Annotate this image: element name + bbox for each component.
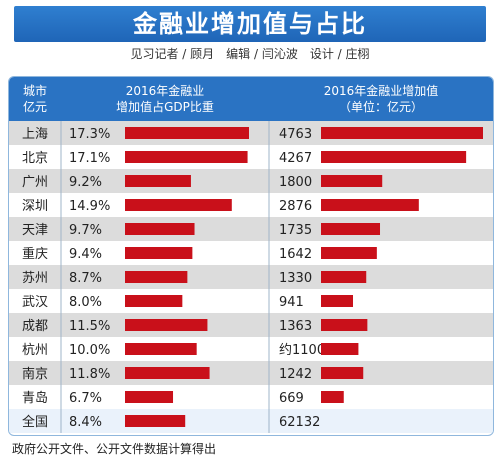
gdp-share-data-label: 9.2%	[69, 175, 102, 190]
bar-chart: 上海 17.3% 4763 北京 17.1% 4267 广州 9.2% 1800 深圳 14.9% 2…	[9, 121, 493, 433]
gdp-share-data-label: 8.4%	[69, 415, 102, 430]
value-added-data-label: 941	[279, 295, 304, 310]
gdp-share-data-label: 17.3%	[69, 127, 110, 142]
column-header-gdp-share: 2016年金融业 增加值占GDP比重	[61, 83, 269, 127]
value-added-data-label: 1330	[279, 271, 312, 286]
gdp-share-bar	[125, 391, 174, 403]
gdp-share-bar	[125, 127, 249, 139]
column-header-city: 城市 亿元	[9, 83, 61, 127]
value-added-bar	[321, 247, 377, 259]
value-added-bar	[321, 175, 383, 187]
value-added-data-label: 1242	[279, 367, 312, 382]
column-header-city-line1: 城市	[22, 84, 47, 98]
value-added-data-label: 62132	[279, 415, 320, 430]
table-row	[9, 217, 493, 241]
value-added-data-label: 4267	[279, 151, 312, 166]
city-label: 重庆	[22, 246, 48, 262]
value-added-data-label: 1642	[279, 247, 312, 262]
table-row	[9, 361, 493, 385]
value-added-bar	[321, 367, 364, 379]
city-label: 全国	[22, 414, 48, 430]
value-added-data-label: 669	[279, 391, 304, 406]
gdp-share-data-label: 11.8%	[69, 367, 110, 382]
gdp-share-bar	[125, 367, 210, 379]
value-added-data-label: 约1100	[279, 343, 325, 358]
header-banner: 金融业增加值与占比 见习记者 / 顾月 编辑 / 闫沁波 设计 / 庄栩	[0, 0, 500, 68]
page-title: 金融业增加值与占比	[133, 10, 367, 38]
city-label: 深圳	[22, 199, 48, 214]
credits-line: 见习记者 / 顾月 编辑 / 闫沁波 设计 / 庄栩	[130, 47, 370, 61]
gdp-share-data-label: 17.1%	[69, 151, 110, 166]
gdp-share-bar	[125, 319, 208, 331]
gdp-share-bar	[125, 343, 197, 355]
column-header-city-line2: 亿元	[22, 100, 47, 114]
gdp-share-bar	[125, 271, 188, 283]
table-header: 城市 亿元 2016年金融业 增加值占GDP比重 2016年金融业增加值 （单位…	[9, 77, 493, 121]
city-label: 广州	[22, 175, 48, 190]
value-added-bar	[321, 391, 344, 403]
source-note: 政府公开文件、公开文件数据计算得出	[12, 442, 217, 456]
value-added-bar	[321, 151, 467, 163]
gdp-share-data-label: 11.5%	[69, 319, 110, 334]
table-row	[9, 409, 493, 433]
gdp-share-bar	[125, 151, 248, 163]
gdp-share-data-label: 10.0%	[69, 343, 110, 358]
gdp-share-data-label: 8.0%	[69, 295, 102, 310]
title-bar: 金融业增加值与占比	[14, 6, 486, 42]
gdp-share-data-label: 9.4%	[69, 247, 102, 262]
value-added-bar	[321, 271, 367, 283]
gdp-share-bar	[125, 175, 191, 187]
table-row	[9, 169, 493, 193]
column-header-gdp-share-line2: 增加值占GDP比重	[116, 100, 214, 114]
city-label: 武汉	[22, 295, 48, 310]
value-added-bar	[321, 127, 483, 139]
value-added-data-label: 1800	[279, 175, 312, 190]
city-label: 天津	[22, 223, 48, 238]
data-table: 城市 亿元 2016年金融业 增加值占GDP比重 2016年金融业增加值 （单位…	[8, 76, 494, 436]
value-added-data-label: 1363	[279, 319, 312, 334]
gdp-share-bar	[125, 295, 183, 307]
value-added-data-label: 2876	[279, 199, 312, 214]
table-row	[9, 337, 493, 361]
gdp-share-bar	[125, 415, 186, 427]
gdp-share-data-label: 6.7%	[69, 391, 102, 406]
table-row	[9, 289, 493, 313]
column-header-gdp-share-line1: 2016年金融业	[125, 84, 205, 98]
gdp-share-bar	[125, 247, 193, 259]
value-added-data-label: 4763	[279, 127, 312, 142]
city-label: 苏州	[22, 270, 48, 286]
value-added-bar	[321, 295, 354, 307]
table-row	[9, 385, 493, 409]
gdp-share-bar	[125, 223, 195, 235]
value-added-bar	[321, 223, 381, 235]
value-added-bar	[321, 343, 359, 355]
city-label: 南京	[22, 366, 48, 382]
gdp-share-data-label: 14.9%	[69, 199, 110, 214]
value-added-bar	[321, 199, 419, 211]
value-added-bar	[321, 319, 368, 331]
column-header-value-added-line2: （单位：亿元）	[338, 100, 423, 114]
city-label: 北京	[22, 151, 48, 166]
table-row	[9, 313, 493, 337]
table-row	[9, 265, 493, 289]
column-header-value-added: 2016年金融业增加值 （单位：亿元）	[269, 83, 493, 127]
city-label: 青岛	[22, 390, 48, 406]
gdp-share-data-label: 9.7%	[69, 223, 102, 238]
value-added-data-label: 1735	[279, 223, 312, 238]
gdp-share-data-label: 8.7%	[69, 271, 102, 286]
city-label: 杭州	[22, 343, 48, 358]
table-row	[9, 241, 493, 265]
city-label: 上海	[22, 127, 48, 142]
gdp-share-bar	[125, 199, 232, 211]
city-label: 成都	[22, 319, 48, 334]
column-header-value-added-line1: 2016年金融业增加值	[323, 84, 439, 98]
